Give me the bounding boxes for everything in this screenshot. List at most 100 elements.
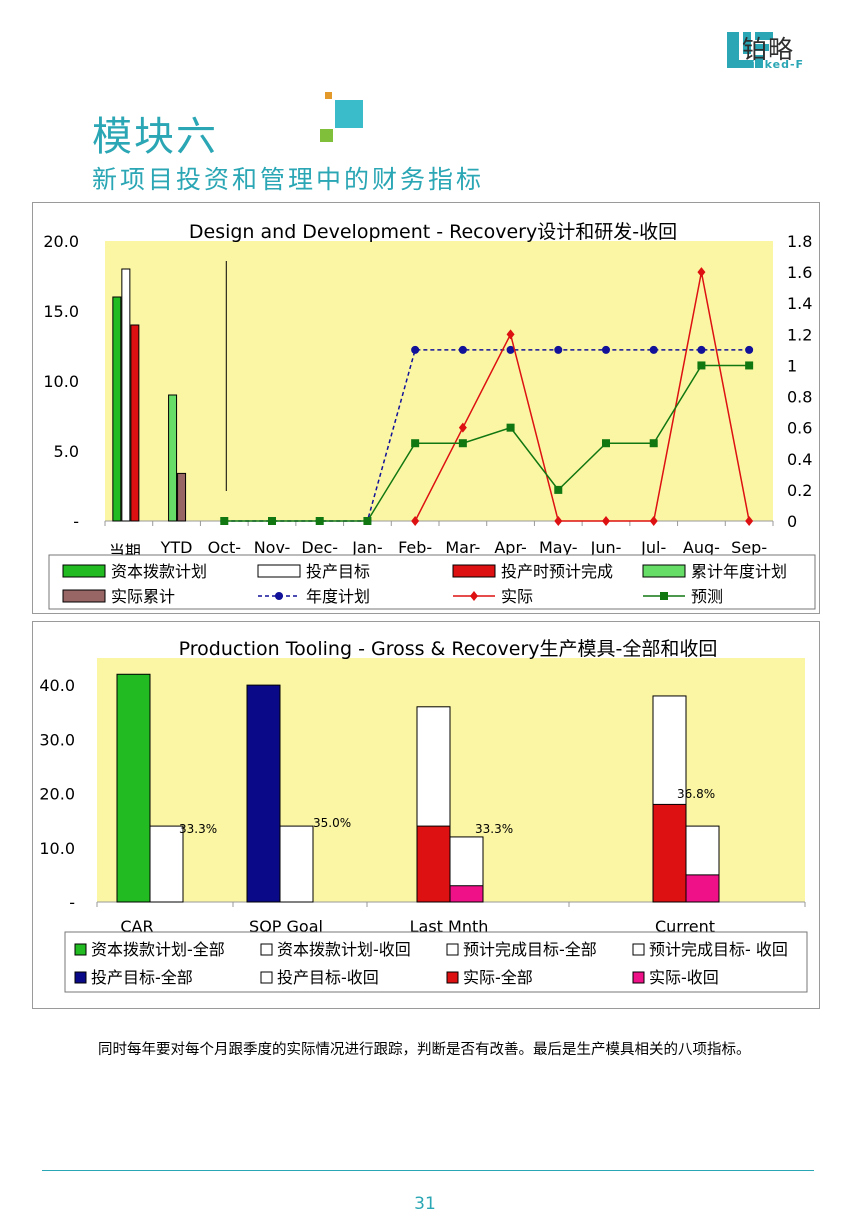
percent-annotation: 36.8% (677, 787, 715, 801)
y-axis-tick-label: 20.0 (39, 785, 75, 804)
left-axis-tick-label: 10.0 (43, 372, 79, 391)
decor-square-teal (335, 100, 363, 128)
bar-sop-gross (246, 684, 281, 903)
plot-area (105, 241, 773, 521)
x-category-label: Nov- (254, 538, 291, 557)
series-marker (315, 517, 324, 525)
legend-marker (275, 592, 283, 600)
bar-current-actual-gross (652, 803, 687, 903)
left-axis-tick-label: 5.0 (54, 442, 79, 461)
legend-label: 预计完成目标-全部 (463, 940, 597, 959)
series-marker (506, 329, 515, 340)
x-category-label: Current (655, 917, 715, 936)
right-axis-tick-label: 1.6 (787, 263, 812, 282)
page-subtitle: 新项目投资和管理中的财务指标 (92, 165, 485, 194)
series-marker (268, 517, 276, 525)
x-category-label: SOP Goal (249, 917, 323, 936)
percent-annotation: 33.3% (475, 822, 513, 836)
page-number: 31 (414, 1194, 436, 1214)
legend-swatch (62, 589, 106, 603)
legend-swatch (632, 943, 645, 956)
series-marker (458, 422, 467, 433)
bar (130, 324, 140, 522)
x-category-label: Mar- (445, 538, 480, 557)
right-axis-tick-label: 0.2 (787, 481, 812, 500)
x-category-label: May- (539, 538, 578, 557)
legend-box (48, 554, 816, 610)
legend-swatch (642, 564, 686, 578)
brand-name-en: Linked-F (743, 58, 805, 71)
y-axis-tick-label: 10.0 (39, 839, 75, 858)
legend-label: 年度计划 (306, 587, 370, 606)
legend-swatch (446, 943, 459, 956)
series-marker (602, 516, 610, 526)
series-line (224, 364, 750, 522)
series-marker (697, 361, 706, 370)
legend-label: 资本拨款计划 (111, 562, 207, 581)
footer-divider (42, 1170, 814, 1171)
right-axis-tick-label: 1 (787, 356, 797, 375)
right-axis-tick-label: 1.2 (787, 325, 812, 344)
series-marker (411, 345, 420, 354)
series-marker (458, 345, 467, 354)
series-marker (554, 485, 563, 494)
bar-lastmonth-actual-gross (416, 825, 451, 903)
brand-logo-mark (727, 32, 773, 68)
bar-car-recovery (149, 825, 184, 903)
x-category-label: Aug- (683, 538, 720, 557)
x-category-label: Feb- (398, 538, 432, 557)
legend-marker (660, 592, 668, 600)
right-axis-tick-label: 1.4 (787, 294, 812, 313)
legend-label: 投产目标 (306, 562, 370, 581)
legend-swatch (257, 564, 301, 578)
legend-label: 预计完成目标- 收回 (649, 940, 788, 959)
legend-label: 投产目标-收回 (277, 968, 379, 987)
percent-annotation: 33.3% (179, 822, 217, 836)
series-marker (649, 345, 658, 354)
legend-marker (470, 591, 478, 601)
series-marker (697, 267, 706, 278)
bar-lastmonth-actual-recovery (449, 885, 484, 903)
legend-swatch (260, 971, 273, 984)
brand-name-cn: 铂略 (742, 35, 795, 64)
decor-square-orange (325, 92, 332, 99)
series-marker (506, 423, 515, 432)
series-marker (649, 516, 658, 526)
y-axis-tick-label: - (69, 893, 75, 912)
left-axis-tick-label: 15.0 (43, 302, 79, 321)
chart-title: Design and Development - Recovery设计和研发-收… (189, 221, 677, 243)
x-category-label: Last Mnth (410, 917, 489, 936)
series-marker (602, 345, 610, 354)
right-axis-tick-label: 0.8 (787, 388, 812, 407)
legend-label: 资本拨款计划-收回 (277, 940, 411, 959)
left-axis-tick-label: 20.0 (43, 232, 79, 251)
legend-label: 实际-全部 (463, 968, 533, 987)
bar (112, 296, 122, 522)
legend-swatch (452, 564, 496, 578)
series-marker (745, 345, 754, 354)
bar-car-gross (116, 673, 151, 903)
left-axis-tick-label: - (73, 512, 79, 531)
series-marker (697, 345, 706, 354)
series-marker (363, 517, 372, 525)
x-category-label: YTD (160, 538, 193, 557)
legend-label: 实际-收回 (649, 968, 719, 987)
series-marker (411, 516, 420, 526)
chart-title: Production Tooling - Gross & Recovery生产模… (179, 638, 718, 660)
legend-swatch (74, 971, 87, 984)
x-category-label: CAR (120, 917, 153, 936)
series-marker (458, 439, 467, 448)
legend-swatch (446, 971, 459, 984)
right-axis-tick-label: 1.8 (787, 232, 812, 251)
bar (177, 472, 187, 522)
chart-panel-production-tooling: - 10.0 20.0 30.0 40.0 CAR SOP Goal Last Mnth Cur… (32, 621, 820, 1009)
chart-panel-design-development: - 5.0 10.0 15.0 20.0 0 0.2 0.4 0.6 0.8 1 1.2 1.4 1.6 1… (32, 202, 820, 614)
bar (168, 394, 178, 522)
y-axis-tick-label: 40.0 (39, 676, 75, 695)
series-marker (602, 439, 610, 448)
legend-label: 预测 (691, 587, 723, 606)
x-category-label: Jan- (351, 538, 382, 557)
series-marker (649, 439, 658, 448)
chart-design-development: - 5.0 10.0 15.0 20.0 0 0.2 0.4 0.6 0.8 1 1.2 1.4 1.6 1… (43, 221, 816, 610)
series-marker (220, 517, 229, 525)
